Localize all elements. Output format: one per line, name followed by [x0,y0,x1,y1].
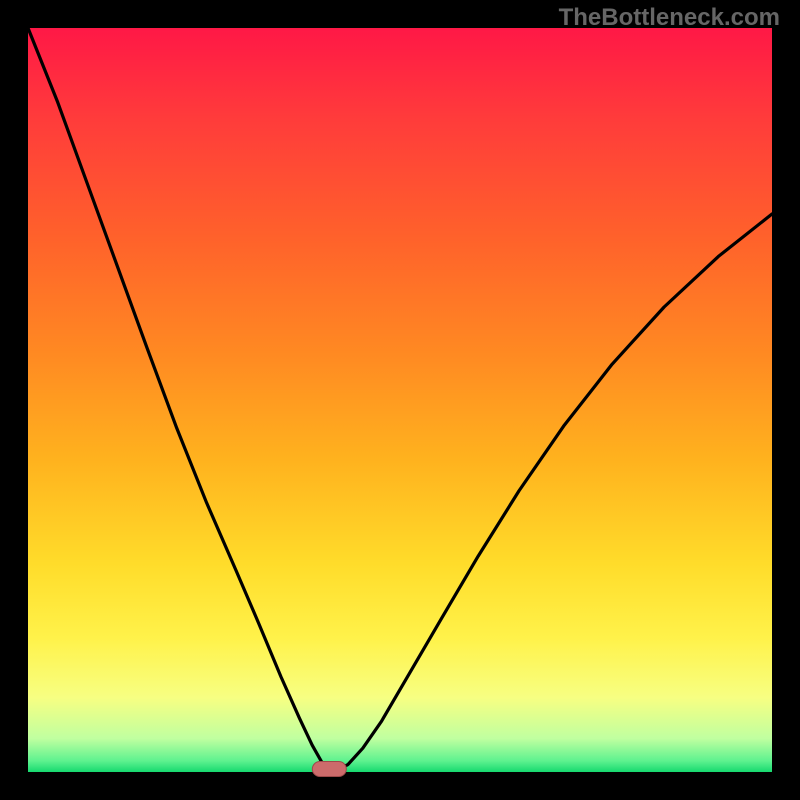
minimum-marker [312,762,346,777]
chart-frame: TheBottleneck.com [0,0,800,800]
plot-background [28,28,772,772]
bottleneck-chart [0,0,800,800]
watermark-text: TheBottleneck.com [559,4,780,32]
